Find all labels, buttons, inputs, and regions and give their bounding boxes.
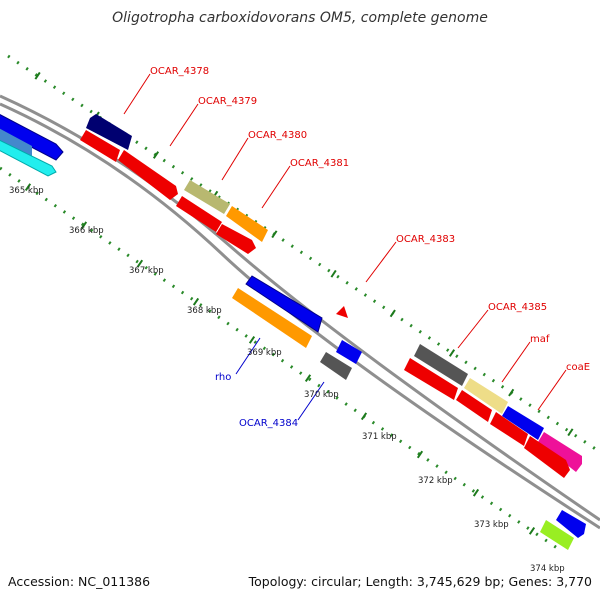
gene-feature xyxy=(0,139,57,177)
ruler-tick xyxy=(34,71,41,80)
leader-line xyxy=(261,165,291,209)
gene-feature xyxy=(232,288,312,348)
kbp-label: 369 kbp xyxy=(247,348,282,358)
kbp-label: 374 kbp xyxy=(530,564,565,574)
ruler-tick xyxy=(304,374,312,382)
gene-label-ocar-4383: OCAR_4383 xyxy=(396,234,455,245)
gene-feature xyxy=(245,275,323,333)
kbp-label: 370 kbp xyxy=(304,390,339,400)
leader-line xyxy=(537,369,567,411)
leader-line xyxy=(365,241,397,283)
leader-line xyxy=(501,341,531,383)
kbp-label: 371 kbp xyxy=(362,432,397,442)
leader-line xyxy=(235,337,261,375)
kbp-labels: 365 kbp 366 kbp 367 kbp 368 kbp 369 kbp … xyxy=(9,186,565,574)
ruler-tick xyxy=(80,221,88,230)
leader-line xyxy=(123,73,151,115)
gene-feature xyxy=(226,206,268,242)
leader-line xyxy=(169,103,199,147)
inner-tick-marks xyxy=(24,183,536,535)
kbp-label: 368 kbp xyxy=(187,306,222,316)
leader-line xyxy=(297,381,325,421)
kbp-label: 365 kbp xyxy=(9,186,44,196)
ruler-tick xyxy=(271,230,278,239)
gene-feature xyxy=(414,344,468,386)
ruler-tick xyxy=(136,259,144,268)
gene-label-rho: rho xyxy=(215,372,231,383)
gene-feature xyxy=(502,406,544,440)
genome-backbone-inner xyxy=(0,102,600,530)
gene-feature xyxy=(320,352,352,380)
ruler-tick xyxy=(416,450,424,459)
outer-tick-marks xyxy=(34,71,574,437)
ruler-tick xyxy=(330,269,337,278)
gene-name-labels: OCAR_4378 OCAR_4379 OCAR_4380 OCAR_4381 … xyxy=(150,66,590,429)
gene-feature xyxy=(490,412,528,446)
map-title: Oligotropha carboxidovorans OM5, complet… xyxy=(112,10,488,26)
gene-feature xyxy=(0,114,64,161)
ruler-tick xyxy=(360,412,368,421)
accession-text: Accession: NC_011386 xyxy=(8,574,151,589)
gene-feature xyxy=(86,114,132,150)
ruler-tick xyxy=(192,297,200,306)
gene-feature xyxy=(456,390,492,422)
gene-label-ocar-4381: OCAR_4381 xyxy=(290,158,349,169)
gene-feature xyxy=(336,306,348,318)
label-leaders xyxy=(123,73,567,421)
gene-feature xyxy=(0,128,32,156)
gene-feature xyxy=(118,150,178,200)
gene-label-coae: coaE xyxy=(566,362,590,373)
gene-feature xyxy=(556,510,586,538)
ruler-tick xyxy=(528,527,536,535)
gene-feature xyxy=(524,436,570,478)
gene-feature xyxy=(538,432,582,472)
topology-summary: Topology: circular; Length: 3,745,629 bp… xyxy=(248,574,592,589)
ruler-tick xyxy=(567,428,574,437)
ruler-tick xyxy=(152,151,160,159)
gene-feature xyxy=(336,340,362,364)
gene-feature xyxy=(216,224,256,254)
gene-feature xyxy=(464,378,508,414)
kbp-label: 366 kbp xyxy=(69,226,104,236)
kbp-label: 373 kbp xyxy=(474,520,509,530)
gene-features xyxy=(0,114,586,550)
ruler-tick xyxy=(448,349,456,357)
gene-feature xyxy=(184,180,230,214)
ruler-tick xyxy=(24,183,32,191)
kbp-label: 372 kbp xyxy=(418,476,453,486)
ruler-tick xyxy=(508,388,515,397)
gene-feature xyxy=(540,520,574,550)
ruler-tick xyxy=(248,336,256,344)
kbp-label: 367 kbp xyxy=(129,266,164,276)
gene-label-ocar-4380: OCAR_4380 xyxy=(248,130,307,141)
leader-line xyxy=(221,137,249,181)
gene-label-ocar-4385: OCAR_4385 xyxy=(488,302,547,313)
gene-feature xyxy=(80,130,120,162)
ruler-tick xyxy=(389,309,396,318)
gene-label-ocar-4384: OCAR_4384 xyxy=(239,418,298,429)
gene-feature xyxy=(404,358,458,400)
leader-line xyxy=(457,309,489,349)
ruler-tick xyxy=(472,488,480,497)
gene-label-ocar-4378: OCAR_4378 xyxy=(150,66,209,77)
gene-label-maf: maf xyxy=(530,334,550,345)
gene-feature xyxy=(176,196,222,232)
gene-label-ocar-4379: OCAR_4379 xyxy=(198,96,257,107)
